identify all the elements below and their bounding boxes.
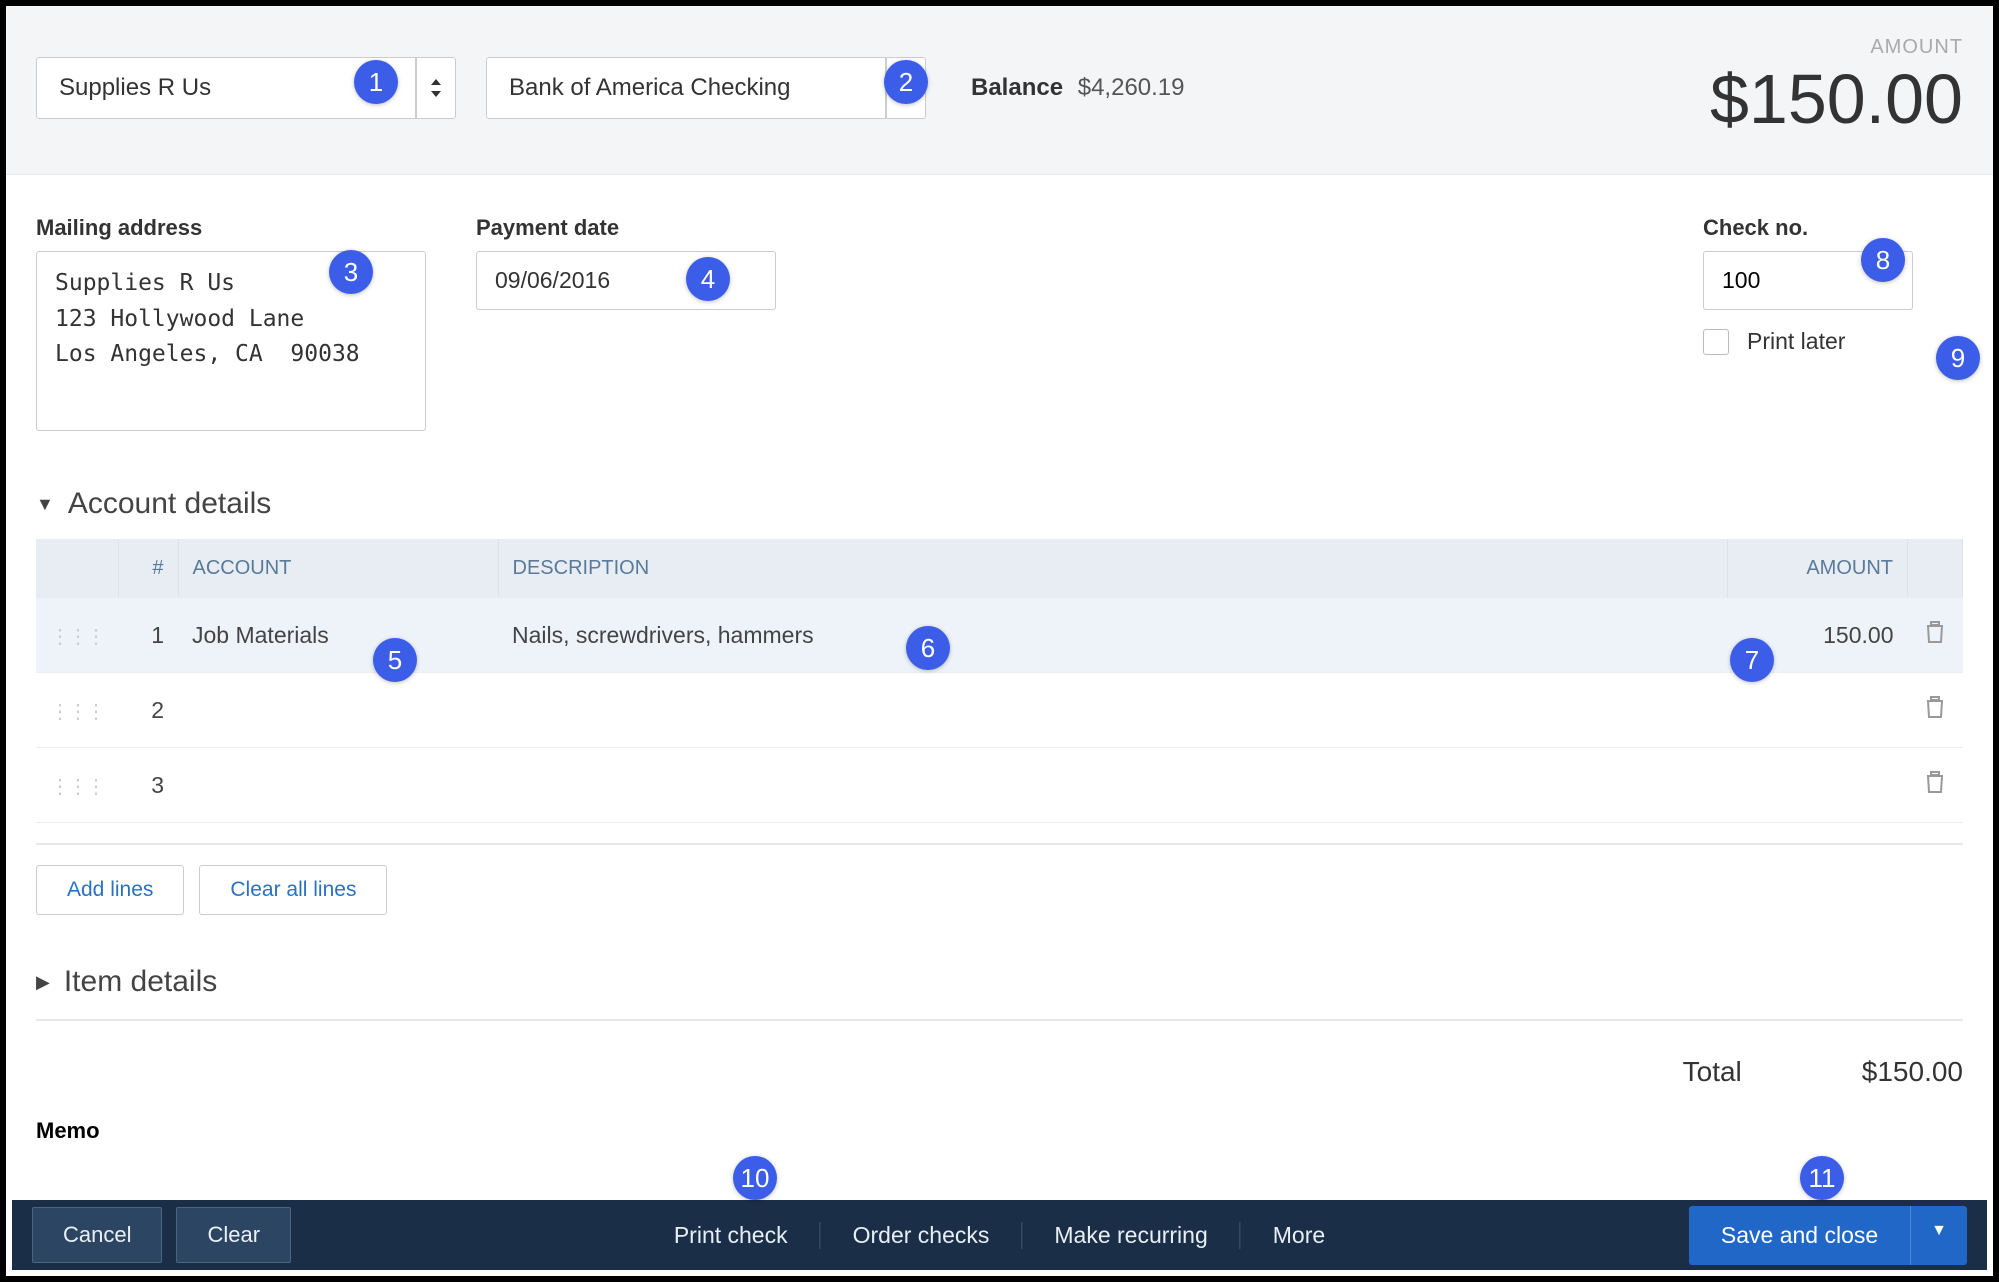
callout-badge: 11 — [1800, 1156, 1844, 1200]
clear-button[interactable]: Clear — [176, 1207, 291, 1263]
order-checks-link[interactable]: Order checks — [821, 1222, 1023, 1249]
row-description[interactable] — [498, 673, 1728, 748]
account-details-title: Account details — [68, 487, 271, 521]
row-account[interactable] — [178, 673, 498, 748]
trash-icon[interactable] — [1925, 698, 1945, 724]
amount-value: $150.00 — [1710, 59, 1963, 139]
row-account[interactable] — [178, 748, 498, 823]
save-dropdown-button[interactable]: ▼ — [1910, 1206, 1967, 1265]
expand-icon: ▶ — [36, 972, 50, 993]
add-lines-button[interactable]: Add lines — [36, 865, 184, 915]
row-account[interactable]: Job Materials — [178, 598, 498, 673]
amount-label: AMOUNT — [1710, 36, 1963, 59]
row-num: 3 — [118, 748, 178, 823]
collapse-icon: ▼ — [36, 494, 54, 515]
callout-badge: 8 — [1861, 238, 1905, 282]
row-num: 1 — [118, 598, 178, 673]
print-later-checkbox[interactable] — [1703, 329, 1729, 355]
row-amount[interactable] — [1728, 748, 1908, 823]
table-row[interactable]: ⋮⋮⋮ 2 — [36, 673, 1963, 748]
table-row[interactable]: ⋮⋮⋮ 3 — [36, 748, 1963, 823]
amount-display: AMOUNT $150.00 — [1710, 36, 1963, 139]
table-row[interactable]: ⋮⋮⋮ 1 Job Materials Nails, screwdrivers,… — [36, 598, 1963, 673]
account-details-table: # ACCOUNT DESCRIPTION AMOUNT ⋮⋮⋮ 1 Job M… — [36, 539, 1963, 823]
callout-badge: 1 — [354, 60, 398, 104]
cancel-button[interactable]: Cancel — [32, 1207, 162, 1263]
callout-badge: 4 — [686, 257, 730, 301]
drag-icon[interactable]: ⋮⋮⋮ — [50, 776, 104, 798]
payee-dropdown-button[interactable] — [416, 57, 456, 119]
col-delete — [1908, 539, 1963, 598]
header-bar: Supplies R Us Bank of America Checking B… — [6, 6, 1993, 175]
footer-bar: Cancel Clear Print check Order checks Ma… — [12, 1200, 1987, 1270]
memo-label: Memo — [36, 1118, 1963, 1144]
item-details-title: Item details — [64, 965, 217, 999]
balance-label: Balance — [971, 74, 1063, 101]
callout-badge: 6 — [906, 626, 950, 670]
callout-badge: 9 — [1936, 336, 1980, 380]
payment-date-label: Payment date — [476, 215, 776, 241]
callout-badge: 7 — [1730, 638, 1774, 682]
col-num: # — [118, 539, 178, 598]
updown-icon — [430, 79, 442, 97]
balance-display: Balance $4,260.19 — [971, 74, 1185, 102]
payment-date-field[interactable] — [476, 251, 776, 310]
mailing-address-label: Mailing address — [36, 215, 426, 241]
trash-icon[interactable] — [1925, 773, 1945, 799]
col-amount: AMOUNT — [1728, 539, 1908, 598]
col-description: DESCRIPTION — [498, 539, 1728, 598]
row-amount[interactable] — [1728, 673, 1908, 748]
row-description[interactable]: Nails, screwdrivers, hammers — [498, 598, 1728, 673]
callout-badge: 2 — [884, 60, 928, 104]
drag-icon[interactable]: ⋮⋮⋮ — [50, 626, 104, 648]
total-label: Total — [1683, 1056, 1742, 1088]
trash-icon[interactable] — [1925, 623, 1945, 649]
item-details-header[interactable]: ▶ Item details — [36, 965, 1963, 999]
callout-badge: 3 — [329, 250, 373, 294]
save-and-close-button[interactable]: Save and close — [1689, 1206, 1910, 1265]
account-details-header[interactable]: ▼ Account details — [36, 487, 1963, 521]
row-description[interactable] — [498, 748, 1728, 823]
drag-icon[interactable]: ⋮⋮⋮ — [50, 701, 104, 723]
bank-account-select[interactable]: Bank of America Checking — [486, 57, 886, 119]
row-num: 2 — [118, 673, 178, 748]
balance-value: $4,260.19 — [1078, 74, 1185, 101]
callout-badge: 10 — [733, 1156, 777, 1200]
col-account: ACCOUNT — [178, 539, 498, 598]
print-later-label: Print later — [1747, 328, 1845, 355]
clear-lines-button[interactable]: Clear all lines — [199, 865, 387, 915]
total-value: $150.00 — [1862, 1056, 1963, 1088]
print-check-link[interactable]: Print check — [642, 1222, 821, 1249]
col-drag — [36, 539, 118, 598]
make-recurring-link[interactable]: Make recurring — [1022, 1222, 1240, 1249]
callout-badge: 5 — [373, 638, 417, 682]
more-link[interactable]: More — [1241, 1222, 1357, 1249]
total-row: Total $150.00 — [36, 1056, 1963, 1088]
